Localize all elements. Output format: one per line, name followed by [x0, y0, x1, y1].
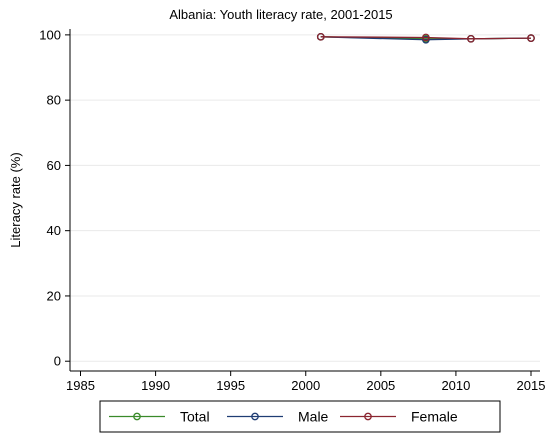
chart-title: Albania: Youth literacy rate, 2001-2015 — [169, 7, 392, 22]
x-tick-label: 1995 — [216, 378, 245, 393]
y-tick-label: 0 — [54, 354, 61, 369]
legend-label-total: Total — [180, 409, 210, 425]
data-point-male — [422, 35, 430, 44]
data-point-female — [316, 32, 325, 41]
axes: 0 20 40 60 80 100 1985 1990 1995 2000 2005 2010 2015 — [39, 27, 545, 393]
x-tick-label: 2000 — [291, 378, 320, 393]
y-tick-label: 100 — [39, 27, 61, 42]
legend-swatch-marker-male — [251, 412, 259, 421]
y-tick-label: 20 — [47, 288, 61, 303]
gridlines — [70, 34, 540, 362]
data-point-female — [422, 33, 430, 42]
y-axis-label: Literacy rate (%) — [8, 152, 23, 247]
y-tick-label: 60 — [47, 158, 61, 173]
series-line-female — [320, 36, 531, 40]
x-tick-label: 2015 — [517, 378, 546, 393]
y-tick-label: 40 — [47, 223, 61, 238]
legend-swatch-marker-female — [364, 412, 372, 421]
x-tick-label: 1985 — [66, 378, 95, 393]
series-female — [316, 32, 535, 43]
x-tick-label: 1990 — [141, 378, 170, 393]
series-layer — [316, 32, 535, 44]
data-point-female — [467, 34, 475, 43]
x-tick-label: 2005 — [366, 378, 395, 393]
legend-box — [99, 400, 501, 433]
x-tick-label: 2010 — [441, 378, 470, 393]
legend-label-male: Male — [298, 409, 329, 425]
legend-swatch-marker-total — [133, 412, 141, 421]
legend: Total Male Female — [99, 400, 501, 433]
y-tick-label: 80 — [47, 93, 61, 108]
legend-label-female: Female — [411, 409, 458, 425]
data-point-female — [527, 34, 535, 42]
